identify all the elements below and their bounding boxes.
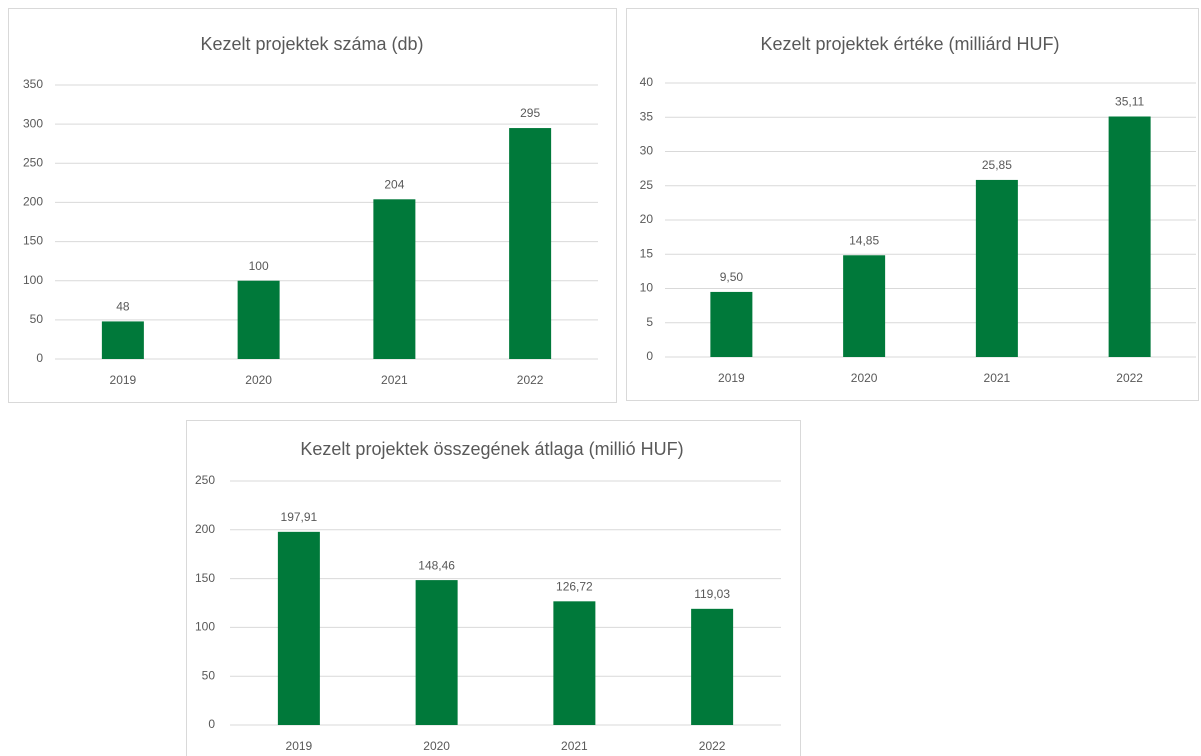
- bar: [415, 580, 458, 725]
- bar: [237, 280, 280, 359]
- data-label: 148,46: [418, 558, 455, 572]
- x-tick-label: 2020: [423, 739, 450, 753]
- bar: [509, 128, 552, 359]
- y-tick-label: 100: [23, 273, 43, 287]
- bar: [843, 255, 886, 357]
- x-tick-label: 2020: [245, 373, 272, 387]
- y-tick-label: 30: [640, 144, 654, 158]
- bar: [691, 608, 734, 725]
- data-label: 14,85: [849, 233, 879, 247]
- bar: [101, 321, 144, 359]
- bar: [710, 291, 753, 357]
- data-label: 119,03: [694, 587, 730, 601]
- bar: [1108, 116, 1151, 358]
- bar: [553, 601, 596, 725]
- y-tick-label: 25: [640, 178, 654, 192]
- data-label: 35,11: [1115, 95, 1144, 109]
- x-tick-label: 2021: [984, 371, 1011, 385]
- y-tick-label: 0: [646, 349, 653, 363]
- y-tick-label: 150: [195, 571, 215, 585]
- y-tick-label: 200: [195, 522, 215, 536]
- y-tick-label: 350: [23, 77, 43, 91]
- y-tick-label: 10: [640, 281, 654, 295]
- x-tick-label: 2020: [851, 371, 878, 385]
- bar: [277, 531, 320, 725]
- chart-title: Kezelt projektek összegének átlaga (mill…: [300, 439, 683, 459]
- chart-title: Kezelt projektek értéke (milliárd HUF): [760, 34, 1059, 54]
- y-tick-label: 20: [640, 212, 654, 226]
- x-tick-label: 2022: [517, 373, 544, 387]
- y-tick-label: 50: [202, 668, 216, 682]
- x-tick-label: 2019: [110, 373, 137, 387]
- data-label: 126,72: [556, 579, 593, 593]
- data-label: 100: [249, 259, 269, 273]
- data-label: 204: [384, 177, 404, 191]
- x-tick-label: 2021: [561, 739, 588, 753]
- x-tick-label: 2019: [718, 371, 745, 385]
- y-tick-label: 200: [23, 195, 43, 209]
- x-tick-label: 2022: [699, 739, 726, 753]
- y-tick-label: 15: [640, 246, 654, 260]
- y-tick-label: 5: [646, 315, 653, 329]
- y-tick-label: 40: [640, 75, 654, 89]
- x-tick-label: 2022: [1116, 371, 1143, 385]
- data-label: 48: [116, 300, 130, 314]
- x-tick-label: 2019: [286, 739, 313, 753]
- data-label: 9,50: [720, 270, 744, 284]
- bar: [373, 199, 416, 359]
- y-tick-label: 0: [208, 717, 215, 731]
- data-label: 25,85: [982, 158, 1012, 172]
- y-tick-label: 35: [640, 109, 654, 123]
- y-tick-label: 300: [23, 116, 43, 130]
- y-tick-label: 250: [23, 155, 43, 169]
- bar: [975, 179, 1018, 357]
- chart-title: Kezelt projektek száma (db): [200, 34, 423, 54]
- y-tick-label: 50: [30, 312, 44, 326]
- y-tick-label: 100: [195, 620, 215, 634]
- x-tick-label: 2021: [381, 373, 408, 387]
- y-tick-label: 250: [195, 473, 215, 487]
- y-tick-label: 0: [36, 351, 43, 365]
- data-label: 197,91: [281, 510, 318, 524]
- data-label: 295: [520, 106, 540, 120]
- y-tick-label: 150: [23, 234, 43, 248]
